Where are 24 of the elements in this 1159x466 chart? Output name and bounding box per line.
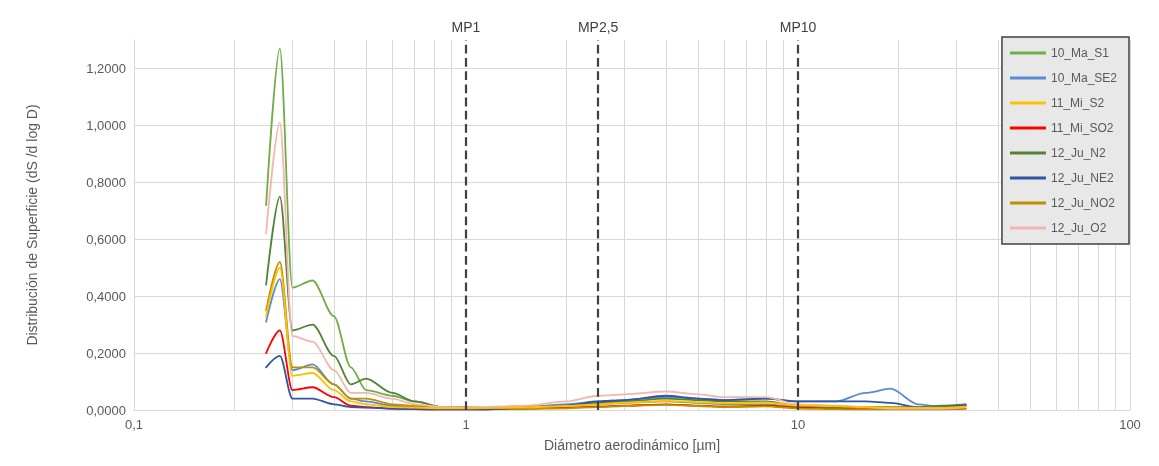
y-tick-label: 0,0000 xyxy=(86,402,126,418)
x-tick-label: 1 xyxy=(462,417,470,432)
y-tick-label: 0,8000 xyxy=(86,174,126,190)
legend-label: 12_Ju_NO2 xyxy=(1050,196,1116,210)
legend-label: 12_Ju_O2 xyxy=(1050,221,1107,235)
y-tick-label: 0,4000 xyxy=(86,288,126,304)
x-tick-label: 0,1 xyxy=(124,417,144,432)
y-axis-title: Distribución de Superficie (dS /d log D) xyxy=(24,104,40,346)
legend-label: 12_Ju_NE2 xyxy=(1050,171,1114,185)
y-tick-label: 1,2000 xyxy=(86,60,126,76)
y-tick-label: 0,6000 xyxy=(86,231,126,247)
ref-line-label: MP10 xyxy=(779,19,817,35)
x-axis-title: Diámetro aerodinámico [µm] xyxy=(543,437,721,453)
y-tick-label: 0,2000 xyxy=(86,345,126,361)
legend-label: 12_Ju_N2 xyxy=(1050,146,1106,160)
legend-label: 11_Mi_SO2 xyxy=(1050,121,1114,135)
ref-line-label: MP2,5 xyxy=(577,19,619,35)
x-tick-label: 100 xyxy=(1119,417,1141,432)
y-tick-label: 1,0000 xyxy=(86,117,126,133)
x-tick-label: 10 xyxy=(790,417,806,432)
legend-label: 10_Ma_SE2 xyxy=(1050,71,1118,85)
legend-label: 10_Ma_S1 xyxy=(1050,46,1110,60)
legend-label: 11_Mi_S2 xyxy=(1050,96,1105,110)
ref-line-label: MP1 xyxy=(451,19,481,35)
